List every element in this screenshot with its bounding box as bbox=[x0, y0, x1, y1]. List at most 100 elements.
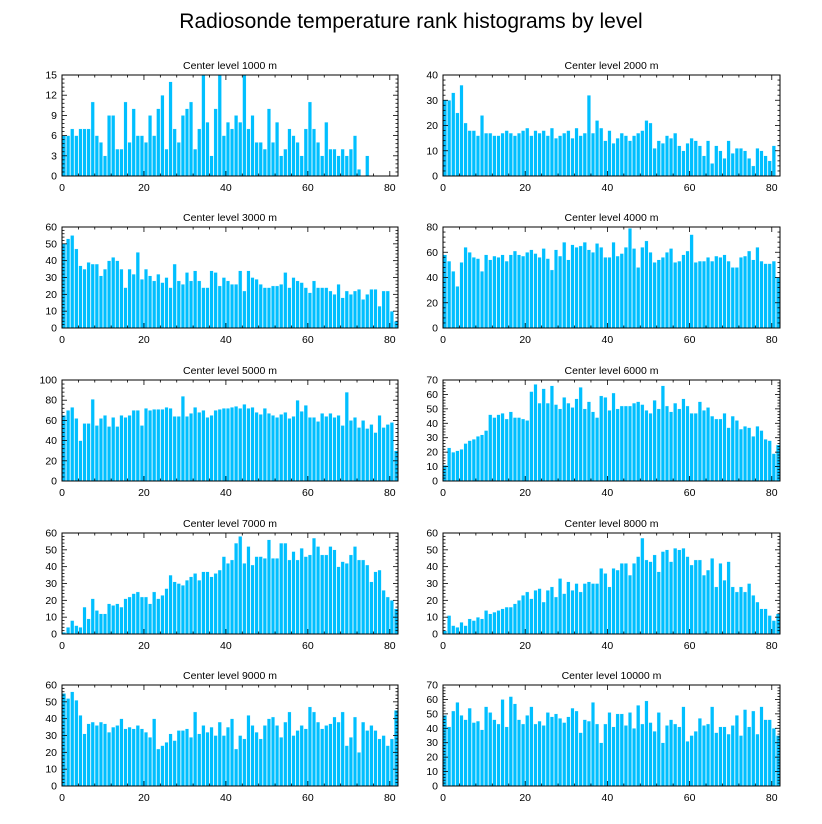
bar bbox=[763, 263, 768, 329]
bar bbox=[648, 722, 653, 787]
bar bbox=[328, 546, 333, 635]
bar bbox=[693, 730, 698, 787]
bar bbox=[648, 561, 653, 635]
bar bbox=[537, 257, 542, 329]
bar bbox=[541, 248, 546, 329]
bar bbox=[673, 723, 678, 787]
bar bbox=[189, 413, 194, 482]
bar bbox=[648, 252, 653, 329]
bar bbox=[443, 630, 448, 635]
bar bbox=[751, 436, 756, 482]
y-tick-label: 10 bbox=[45, 764, 57, 776]
bar bbox=[751, 595, 756, 635]
bar bbox=[525, 252, 530, 329]
bar bbox=[488, 414, 493, 482]
bar bbox=[62, 693, 67, 787]
x-tick-label: 0 bbox=[59, 792, 65, 804]
bar bbox=[738, 148, 743, 177]
bar bbox=[283, 721, 288, 787]
bar bbox=[107, 426, 112, 482]
bar bbox=[369, 424, 374, 482]
bar bbox=[447, 615, 452, 635]
bar bbox=[307, 554, 312, 635]
bar bbox=[722, 158, 727, 177]
bar bbox=[66, 627, 71, 635]
y-tick-label: 0 bbox=[51, 629, 57, 641]
bar bbox=[123, 417, 128, 482]
bar bbox=[603, 257, 608, 329]
bar bbox=[348, 420, 353, 482]
bar bbox=[164, 277, 169, 329]
bar bbox=[521, 723, 526, 787]
bar bbox=[730, 153, 735, 177]
bar bbox=[152, 409, 157, 482]
bar bbox=[94, 610, 99, 635]
x-tick-label: 0 bbox=[59, 334, 65, 346]
bar bbox=[316, 721, 321, 787]
bar bbox=[262, 148, 267, 177]
bar bbox=[656, 140, 661, 177]
bar bbox=[722, 254, 727, 329]
bar bbox=[521, 255, 526, 329]
bar bbox=[541, 130, 546, 177]
bar bbox=[164, 407, 169, 482]
bar bbox=[488, 132, 493, 177]
bar bbox=[139, 279, 144, 329]
bar bbox=[82, 423, 87, 482]
bar bbox=[201, 74, 206, 177]
bar bbox=[135, 591, 140, 635]
bar bbox=[517, 132, 522, 177]
bar bbox=[701, 574, 706, 635]
bar bbox=[295, 280, 300, 329]
bar bbox=[669, 248, 674, 329]
bar bbox=[500, 608, 505, 635]
x-tick-label: 60 bbox=[684, 640, 696, 652]
y-tick-label: 20 bbox=[45, 455, 57, 467]
bar bbox=[160, 282, 165, 329]
bar bbox=[714, 732, 719, 787]
y-tick-label: 30 bbox=[45, 578, 57, 590]
bar bbox=[357, 289, 362, 329]
bar bbox=[595, 583, 600, 635]
bar bbox=[385, 290, 390, 329]
bar bbox=[283, 542, 288, 635]
bar bbox=[205, 571, 210, 635]
bar bbox=[377, 305, 382, 329]
bar bbox=[98, 275, 103, 329]
bar bbox=[344, 563, 349, 635]
bar bbox=[689, 413, 694, 482]
y-tick-label: 20 bbox=[426, 447, 438, 459]
bar bbox=[238, 536, 243, 635]
bar bbox=[480, 434, 485, 482]
bar bbox=[115, 260, 120, 329]
bar bbox=[299, 725, 304, 787]
bar bbox=[623, 405, 628, 482]
bar bbox=[714, 418, 719, 482]
bar bbox=[291, 551, 296, 635]
plot-frame bbox=[61, 379, 399, 482]
bar bbox=[743, 709, 748, 787]
bar bbox=[90, 101, 95, 177]
bar bbox=[316, 142, 321, 177]
bar bbox=[168, 408, 173, 482]
bar bbox=[348, 554, 353, 635]
bar bbox=[82, 268, 87, 329]
bar bbox=[475, 135, 480, 177]
bar bbox=[558, 135, 563, 177]
bar bbox=[320, 413, 325, 482]
bar bbox=[98, 142, 103, 177]
bar bbox=[467, 440, 472, 482]
bar bbox=[135, 725, 140, 787]
bar bbox=[221, 277, 226, 329]
bar bbox=[533, 130, 538, 177]
bar bbox=[381, 427, 386, 482]
bar bbox=[562, 593, 567, 635]
bar bbox=[632, 135, 637, 177]
bar bbox=[197, 128, 202, 177]
bar bbox=[86, 423, 91, 482]
bar bbox=[443, 715, 448, 787]
bar bbox=[107, 603, 112, 635]
y-tick-label: 0 bbox=[432, 629, 438, 641]
bar bbox=[607, 586, 612, 635]
bar bbox=[312, 128, 316, 177]
